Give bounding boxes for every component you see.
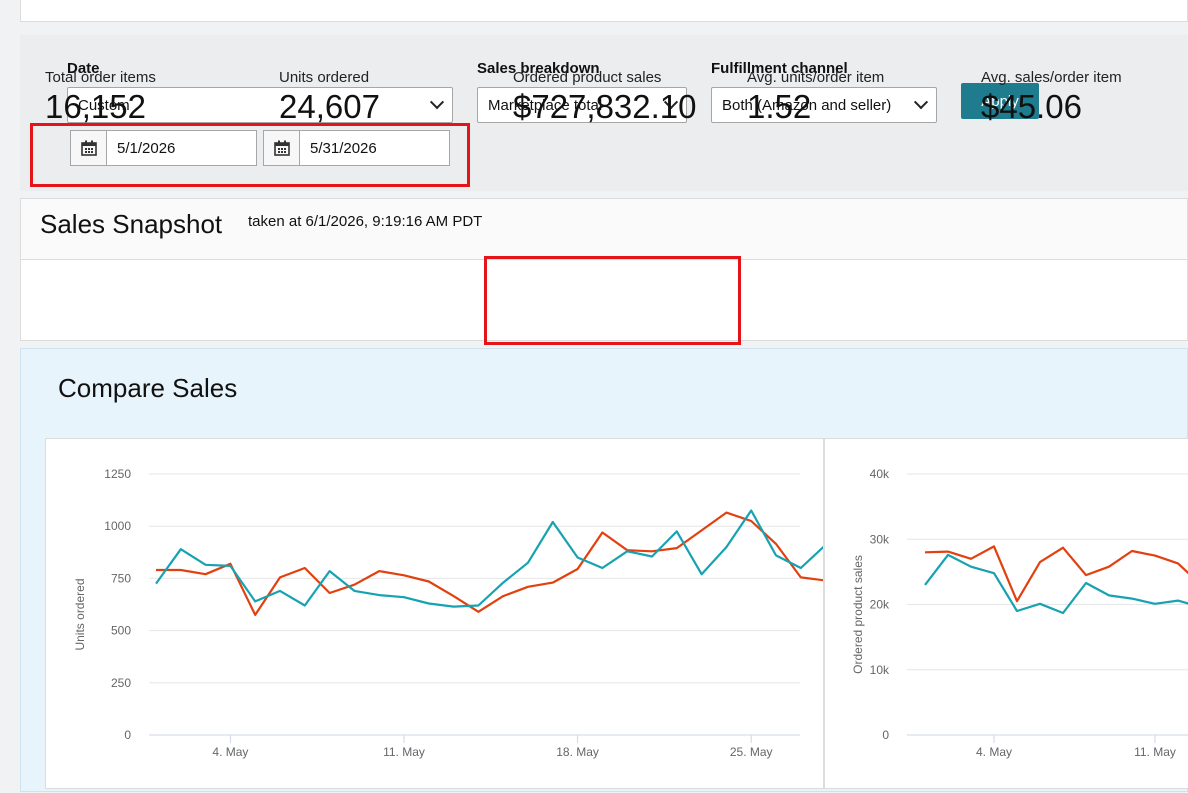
sales-chart-card: 0 10k 20k 30k 40k 4. May 11. May Ordered produc… xyxy=(824,438,1188,789)
snapshot-header: Sales Snapshot taken at 6/1/2026, 9:19:1… xyxy=(21,199,1187,260)
start-date-value: 5/1/2026 xyxy=(117,139,176,157)
sales-breakdown-value: Marketplace total xyxy=(488,96,603,114)
breakdown-filter-label: Sales breakdown xyxy=(477,60,600,77)
metric-label: Total order items xyxy=(45,69,156,86)
top-panel-edge xyxy=(20,0,1188,22)
x-tick-label: 11. May xyxy=(383,745,425,759)
metric-label: Units ordered xyxy=(279,69,370,86)
sales-breakdown-select[interactable]: Marketplace total xyxy=(477,87,687,123)
y-tick-label: 1250 xyxy=(104,467,131,481)
sales-highlight-box xyxy=(484,256,741,345)
units-ordered-chart: 0 250 500 750 1000 1250 4. May 11. May 18. May 25… xyxy=(73,467,901,759)
units-ordered-chart-card: 0 250 500 750 1000 1250 4. May 11. May 18. May 25… xyxy=(45,438,901,789)
end-date-value: 5/31/2026 xyxy=(310,139,377,157)
metric-ordered-product-sales: Ordered product sales $727,832.10 xyxy=(513,69,697,126)
metric-units-ordered: Units ordered 24,607 xyxy=(279,69,380,126)
y-tick-label: 0 xyxy=(124,728,131,742)
y-tick-label: 1000 xyxy=(104,519,131,533)
series-line-2 xyxy=(155,509,901,608)
metric-value: $45.06 xyxy=(981,88,1082,125)
compare-sales-title: Compare Sales xyxy=(58,373,238,403)
y-tick-label: 250 xyxy=(111,676,131,690)
sales-snapshot-panel: Sales Snapshot taken at 6/1/2026, 9:19:1… xyxy=(20,198,1188,341)
snapshot-timestamp: taken at 6/1/2026, 9:19:16 AM PDT xyxy=(248,213,483,230)
date-range-value: Custom xyxy=(78,96,130,114)
y-axis-label: Units ordered xyxy=(73,578,87,650)
y-tick-label: 0 xyxy=(882,728,889,742)
y-tick-label: 40k xyxy=(870,467,890,481)
y-tick-label: 750 xyxy=(111,571,131,585)
start-date-field[interactable]: 5/1/2026 xyxy=(70,130,257,166)
calendar-icon[interactable] xyxy=(264,131,300,165)
x-tick-label: 11. May xyxy=(1134,745,1176,759)
x-tick-label: 25. May xyxy=(730,745,773,759)
metric-label: Avg. sales/order item xyxy=(981,69,1122,86)
y-tick-label: 30k xyxy=(870,532,890,546)
y-tick-label: 500 xyxy=(111,624,131,638)
x-tick-label: 4. May xyxy=(212,745,248,759)
date-filter-label: Date xyxy=(67,60,100,77)
x-tick-label: 4. May xyxy=(976,745,1012,759)
calendar-icon[interactable] xyxy=(71,131,107,165)
metric-avg-units-per-order-item: Avg. units/order item 1.52 xyxy=(747,69,884,126)
snapshot-title: Sales Snapshot xyxy=(40,209,223,239)
metric-label: Avg. units/order item xyxy=(747,69,885,86)
metric-value: 24,607 xyxy=(279,88,380,125)
x-tick-label: 18. May xyxy=(556,745,599,759)
series-line-1 xyxy=(156,511,901,616)
y-axis-label: Ordered product sales xyxy=(851,555,865,674)
metric-avg-sales-per-order-item: Avg. sales/order item $45.06 xyxy=(981,69,1122,126)
y-tick-label: 10k xyxy=(870,663,890,677)
filter-bar: Date Custom 5/1/2026 5/31/2026 Sales bre… xyxy=(20,35,1188,191)
series-line-1 xyxy=(924,545,1188,603)
metric-total-order-items: Total order items 16,152 xyxy=(45,69,156,126)
channel-filter-label: Fulfillment channel xyxy=(711,60,848,77)
fulfillment-channel-value: Both (Amazon and seller) xyxy=(722,96,892,114)
chevron-down-icon xyxy=(913,95,929,110)
date-range-select[interactable]: Custom xyxy=(67,87,453,123)
date-highlight-box xyxy=(30,123,470,187)
metric-label: Ordered product sales xyxy=(513,69,662,86)
metric-value: $727,832.10 xyxy=(513,88,697,125)
end-date-field[interactable]: 5/31/2026 xyxy=(263,130,450,166)
series-line-2 xyxy=(924,553,1188,615)
chevron-down-icon xyxy=(429,95,445,110)
apply-button[interactable]: Apply xyxy=(961,83,1039,119)
y-tick-label: 20k xyxy=(870,598,890,612)
metric-value: 16,152 xyxy=(45,88,146,125)
metric-value: 1.52 xyxy=(747,88,812,125)
fulfillment-channel-select[interactable]: Both (Amazon and seller) xyxy=(711,87,937,123)
ordered-product-sales-chart: 0 10k 20k 30k 40k 4. May 11. May Ordered produc… xyxy=(851,467,1188,759)
